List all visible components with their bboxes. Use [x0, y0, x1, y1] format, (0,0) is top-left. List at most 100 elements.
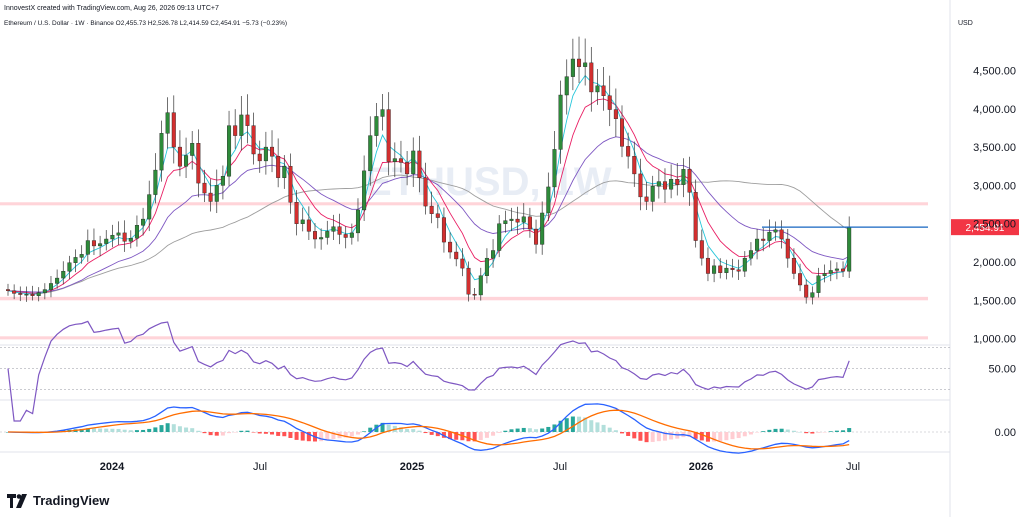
macd-histogram-bar	[491, 432, 496, 436]
candle-body	[822, 273, 827, 276]
candle-body	[159, 133, 164, 171]
watermark: ETHUSD, 1W	[365, 160, 612, 204]
candle-body	[411, 150, 416, 175]
macd-histogram-bar	[91, 428, 96, 432]
y-tick-label: 4,500.00	[973, 66, 1016, 78]
macd-histogram-bar	[540, 428, 545, 432]
macd-histogram-bar	[662, 432, 667, 441]
candle-body	[165, 112, 170, 134]
candle-body	[564, 76, 569, 96]
macd-histogram-bar	[847, 428, 852, 432]
axes: 4,500.00 4,000.00 3,500.00 3,000.00 2,500.00…	[100, 66, 1016, 474]
candle-body	[472, 293, 477, 296]
zone-band	[0, 202, 928, 206]
macd-histogram-bar	[134, 430, 139, 432]
candle-body	[380, 109, 385, 117]
candle-body	[214, 185, 219, 202]
macd-histogram-bar	[251, 432, 256, 433]
candle-body	[134, 225, 139, 239]
macd-histogram-bar	[208, 432, 213, 436]
moving-averages	[7, 74, 850, 295]
y-tick-label: 2,500.00	[973, 219, 1016, 231]
candle-body	[767, 231, 772, 241]
candle-body	[55, 277, 60, 284]
macd-histogram-bar	[472, 432, 477, 442]
candle-body	[300, 219, 305, 224]
macd-histogram-bar	[441, 432, 446, 438]
candlesticks	[5, 36, 852, 305]
candle-body	[61, 270, 66, 279]
brand-name: TradingView	[33, 493, 110, 508]
candle-body	[184, 155, 189, 167]
macd-histogram-bar	[159, 425, 164, 432]
macd-histogram-bar	[349, 432, 354, 437]
macd-histogram-bar	[282, 432, 287, 437]
candle-body	[325, 231, 330, 238]
rsi-line	[7, 320, 850, 422]
candle-body	[497, 223, 502, 251]
macd-histogram-bar	[202, 432, 207, 434]
brand-logo: TradingView	[7, 493, 109, 508]
macd-histogram-bar	[712, 432, 717, 442]
macd-histogram-bar	[521, 427, 526, 432]
macd-histogram-bar	[761, 431, 766, 432]
candle-body	[798, 273, 803, 286]
macd-histogram-bar	[620, 432, 624, 434]
macd-histogram-bar	[638, 432, 643, 441]
candle-body	[681, 169, 686, 185]
rsi-panel: 50.00	[0, 320, 1016, 422]
candle-body	[18, 293, 23, 295]
macd-histogram-bar	[220, 432, 225, 436]
candle-body	[177, 146, 182, 167]
macd-histogram-bar	[355, 432, 360, 435]
macd-histogram-bar	[755, 432, 760, 433]
candle-body	[153, 169, 158, 195]
legend-l-value: 2,414.59	[183, 20, 209, 27]
candle-body	[460, 258, 465, 269]
macd-histogram-bar	[141, 429, 146, 432]
candle-body	[736, 269, 741, 272]
candle-body	[288, 166, 293, 203]
legend-c-value: 2,454.91	[215, 20, 241, 27]
macd-histogram-bar	[577, 416, 582, 432]
macd-histogram-bar	[380, 422, 385, 432]
macd-histogram-bar	[171, 424, 176, 432]
macd-histogram-bar	[791, 430, 796, 432]
candle-body	[343, 234, 348, 238]
macd-histogram-bar	[509, 429, 514, 432]
y-tick-label: 3,000.00	[973, 180, 1016, 192]
signal-line	[8, 409, 850, 450]
candle-body	[251, 125, 256, 155]
candle-body	[730, 267, 735, 270]
macd-histogram-bar	[632, 432, 637, 439]
macd-histogram-bar	[368, 427, 373, 432]
macd-histogram-bar	[841, 430, 846, 432]
candle-body	[589, 62, 594, 93]
macd-histogram-bar	[534, 429, 539, 432]
candle-body	[650, 185, 655, 202]
macd-histogram-bar	[656, 432, 661, 442]
macd-histogram-bar	[263, 432, 268, 434]
candle-body	[190, 143, 195, 156]
y-tick-label: 1,500.00	[973, 295, 1016, 307]
candle-body	[398, 158, 403, 163]
macd-histogram-bar	[748, 432, 753, 435]
macd-histogram-bar	[288, 432, 293, 438]
candle-body	[552, 149, 557, 188]
macd-histogram-bar	[294, 432, 299, 440]
candle-body	[313, 231, 318, 240]
candle-body	[810, 292, 815, 298]
candle-body	[319, 237, 324, 240]
macd-histogram-bar	[257, 432, 262, 434]
candle-body	[841, 268, 846, 272]
candle-body	[748, 250, 753, 259]
macd-histogram-bar	[515, 428, 520, 432]
y-tick-label: 3,500.00	[973, 142, 1016, 154]
macd-axis-label: 0.00	[995, 427, 1016, 439]
macd-histogram-bar	[233, 432, 238, 433]
macd-histogram-bar	[386, 424, 391, 432]
candle-body	[546, 186, 551, 214]
legend-l-label: L	[179, 20, 184, 27]
candle-body	[755, 238, 760, 251]
